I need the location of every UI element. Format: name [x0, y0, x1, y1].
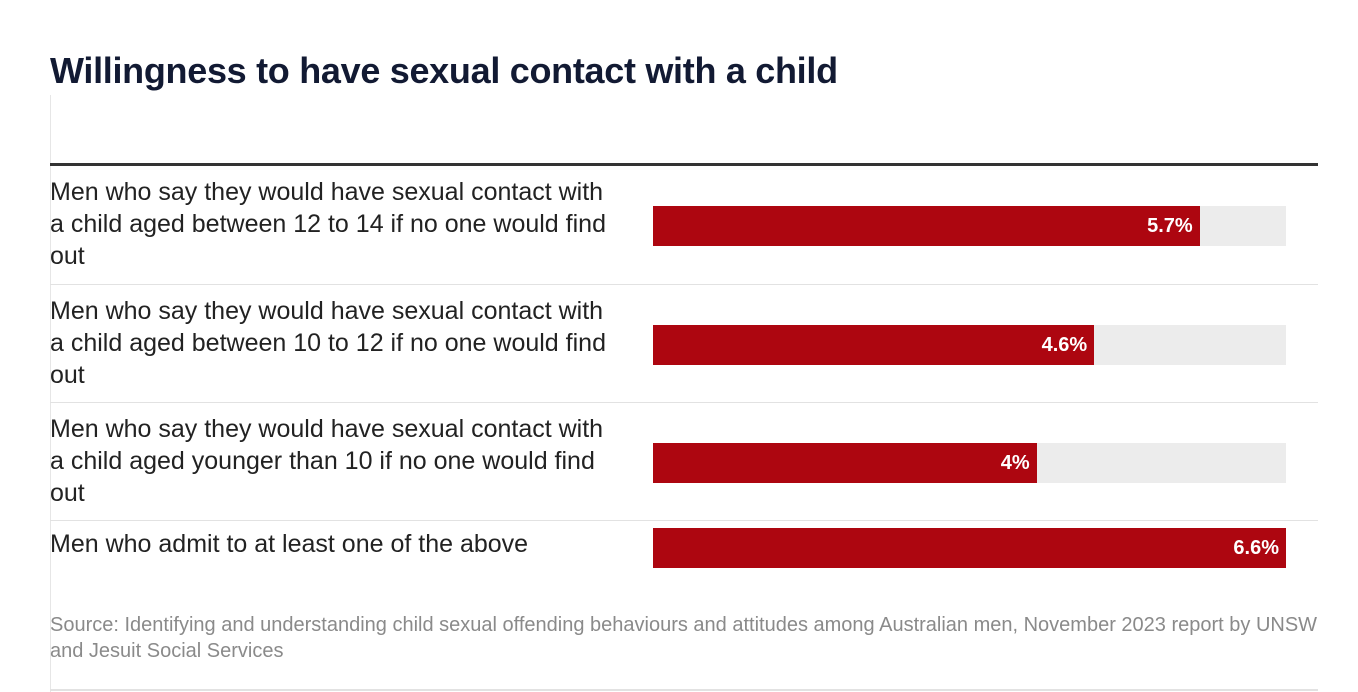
bar: 4% [653, 443, 1037, 483]
data-label: 4.6% [1041, 334, 1088, 356]
bar-track: 4.6% [653, 325, 1286, 365]
chart-title: Willingness to have sexual contact with … [50, 50, 838, 91]
category-label: Men who admit to at least one of the abo… [50, 530, 529, 558]
bar: 6.6% [653, 528, 1286, 568]
category-label: Men who say they would have sexual conta… [50, 415, 604, 507]
footer-divider [50, 689, 1318, 691]
category-label: Men who say they would have sexual conta… [50, 297, 606, 389]
chart-container: Willingness to have sexual contact with … [50, 0, 1318, 692]
row-divider [50, 520, 1318, 521]
bar-track: 5.7% [653, 206, 1286, 246]
bar: 4.6% [653, 325, 1095, 365]
data-label: 4% [1000, 452, 1030, 474]
source-note: Source: Identifying and understanding ch… [50, 614, 1318, 662]
data-label: 5.7% [1147, 215, 1193, 237]
row-divider [50, 284, 1318, 285]
bar-track: 6.6% [653, 528, 1286, 568]
data-label: 6.6% [1233, 537, 1279, 559]
bar: 5.7% [653, 206, 1200, 246]
bar-track: 4% [653, 443, 1286, 483]
category-label: Men who say they would have sexual conta… [50, 178, 606, 270]
header-divider [50, 163, 1318, 166]
row-divider [50, 402, 1318, 403]
left-border [50, 95, 51, 692]
